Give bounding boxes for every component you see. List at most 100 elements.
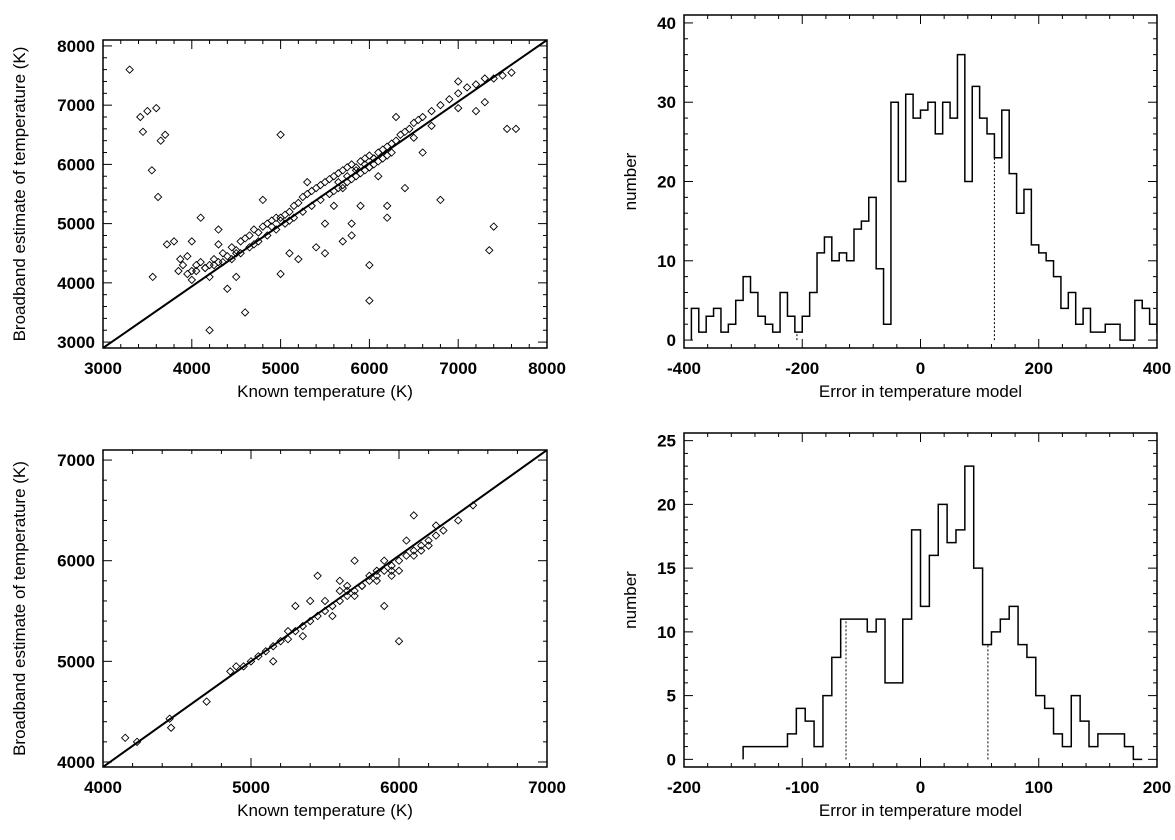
scatter-point bbox=[249, 240, 259, 249]
scatter-point bbox=[365, 571, 374, 581]
scatter-point bbox=[311, 183, 321, 193]
histogram-bin bbox=[743, 277, 750, 340]
x-axis-label: Known temperature (K) bbox=[237, 801, 413, 820]
histogram-bin bbox=[736, 300, 743, 340]
scatter-point bbox=[334, 169, 343, 178]
x-tick-label: 3000 bbox=[84, 359, 122, 378]
scatter-point bbox=[342, 581, 352, 591]
scatter-point bbox=[365, 576, 374, 586]
scatter-point bbox=[350, 586, 359, 596]
scatter-point bbox=[418, 148, 427, 157]
scatter-point bbox=[298, 621, 308, 631]
histogram-bin bbox=[773, 332, 780, 340]
y-tick-label: 10 bbox=[657, 252, 676, 271]
scatter-point bbox=[387, 561, 396, 570]
histogram-bin bbox=[1164, 324, 1171, 340]
scatter-point bbox=[218, 257, 228, 267]
scatter-point bbox=[276, 216, 285, 225]
histogram-bin bbox=[894, 683, 903, 759]
scatter-point bbox=[187, 275, 197, 285]
histogram-bin bbox=[832, 657, 841, 759]
scatter-point bbox=[387, 571, 396, 581]
scatter-point bbox=[187, 237, 197, 246]
histogram-bin bbox=[758, 316, 765, 340]
scatter-point bbox=[347, 231, 356, 240]
histogram-bin bbox=[935, 134, 942, 340]
y-tick-label: 5 bbox=[667, 687, 676, 706]
scatter-point bbox=[338, 183, 347, 193]
scatter-point bbox=[143, 106, 152, 116]
y-axis-label: Broadband estimate of temperature (K) bbox=[10, 461, 29, 756]
x-axis-label: Known temperature (K) bbox=[237, 382, 413, 401]
histogram-bin bbox=[1039, 253, 1046, 340]
histogram-bin bbox=[770, 747, 779, 760]
y-tick-label: 0 bbox=[667, 750, 676, 769]
x-tick-label: -100 bbox=[785, 778, 819, 797]
x-axis-label: Error in temperature model bbox=[819, 382, 1022, 401]
histogram-bin bbox=[780, 293, 787, 341]
histogram-bin bbox=[839, 253, 846, 340]
scatter-point bbox=[231, 246, 241, 255]
histogram-bin bbox=[1062, 747, 1071, 760]
scatter-point bbox=[431, 531, 441, 540]
scatter-point bbox=[394, 556, 404, 565]
histogram-bin bbox=[1031, 245, 1038, 340]
histogram-bin bbox=[947, 543, 956, 760]
scatter-point bbox=[372, 566, 382, 575]
scatter-point bbox=[125, 65, 134, 74]
scatter-point bbox=[335, 596, 345, 606]
histogram-bin bbox=[854, 229, 861, 340]
scatter-point bbox=[335, 586, 345, 596]
histogram-bin bbox=[1061, 308, 1068, 340]
scatter-point bbox=[485, 246, 494, 255]
scatter-point bbox=[209, 260, 219, 270]
scatter-point bbox=[271, 213, 281, 222]
scatter-point bbox=[424, 536, 433, 545]
scatter-point bbox=[511, 124, 521, 134]
scatter-point bbox=[289, 201, 299, 211]
scatter-point bbox=[307, 186, 316, 196]
histogram-bin bbox=[787, 316, 794, 340]
histogram-bin bbox=[1135, 300, 1142, 340]
scatter-point bbox=[350, 556, 359, 565]
scatter-point bbox=[416, 546, 426, 555]
histogram-bin bbox=[751, 293, 758, 341]
scatter-point bbox=[320, 177, 330, 187]
scatter-point bbox=[276, 636, 285, 646]
y-tick-label: 25 bbox=[657, 432, 676, 451]
histogram-bin bbox=[1018, 645, 1027, 760]
scatter-point bbox=[453, 77, 463, 86]
scatter-point bbox=[298, 631, 308, 641]
histogram-bin bbox=[928, 102, 935, 340]
histogram-bin bbox=[974, 568, 983, 759]
scatter-point bbox=[298, 192, 308, 202]
scatter-point bbox=[132, 737, 142, 747]
scatter-point bbox=[427, 121, 436, 131]
histogram-bin bbox=[913, 118, 920, 340]
y-tick-label: 30 bbox=[657, 93, 676, 112]
scatter-point bbox=[136, 112, 145, 122]
scatter-point bbox=[240, 308, 250, 317]
data-layer bbox=[103, 450, 547, 767]
scatter-point bbox=[379, 566, 389, 575]
scatter-point bbox=[214, 225, 223, 234]
scatter-point bbox=[205, 260, 214, 270]
histogram-bin bbox=[787, 734, 796, 759]
y-tick-label: 4000 bbox=[57, 753, 95, 772]
scatter-point bbox=[162, 240, 172, 249]
scatter-point bbox=[409, 511, 419, 520]
scatter-point bbox=[351, 166, 361, 175]
histogram-bin bbox=[1054, 734, 1063, 759]
scatter-point bbox=[218, 248, 228, 258]
x-tick-label: 7000 bbox=[439, 359, 477, 378]
scatter-point bbox=[294, 198, 303, 208]
histogram-bin bbox=[832, 261, 839, 340]
histogram-bin bbox=[706, 316, 713, 340]
x-tick-label: -200 bbox=[667, 778, 701, 797]
scatter-point bbox=[382, 201, 392, 211]
scatter-point bbox=[231, 662, 241, 671]
scatter-point bbox=[400, 127, 410, 137]
histogram-bin bbox=[983, 645, 992, 760]
scatter-point bbox=[138, 127, 148, 137]
scatter-point bbox=[263, 219, 272, 228]
